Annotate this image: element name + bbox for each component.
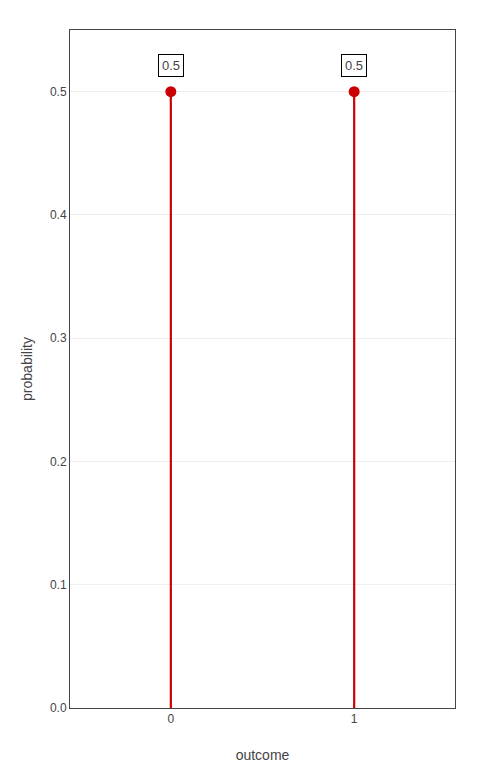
svg-text:probability: probability: [19, 337, 35, 401]
svg-text:0: 0: [167, 712, 174, 726]
svg-text:outcome: outcome: [236, 747, 290, 763]
svg-text:0.1: 0.1: [50, 578, 67, 592]
svg-text:0.5: 0.5: [50, 85, 67, 99]
svg-text:0.3: 0.3: [50, 331, 67, 345]
svg-text:0.2: 0.2: [50, 455, 67, 469]
svg-text:0.0: 0.0: [50, 701, 67, 715]
svg-text:0.5: 0.5: [162, 58, 180, 73]
svg-text:0.5: 0.5: [345, 58, 363, 73]
svg-text:1: 1: [351, 712, 358, 726]
svg-text:0.4: 0.4: [50, 208, 67, 222]
